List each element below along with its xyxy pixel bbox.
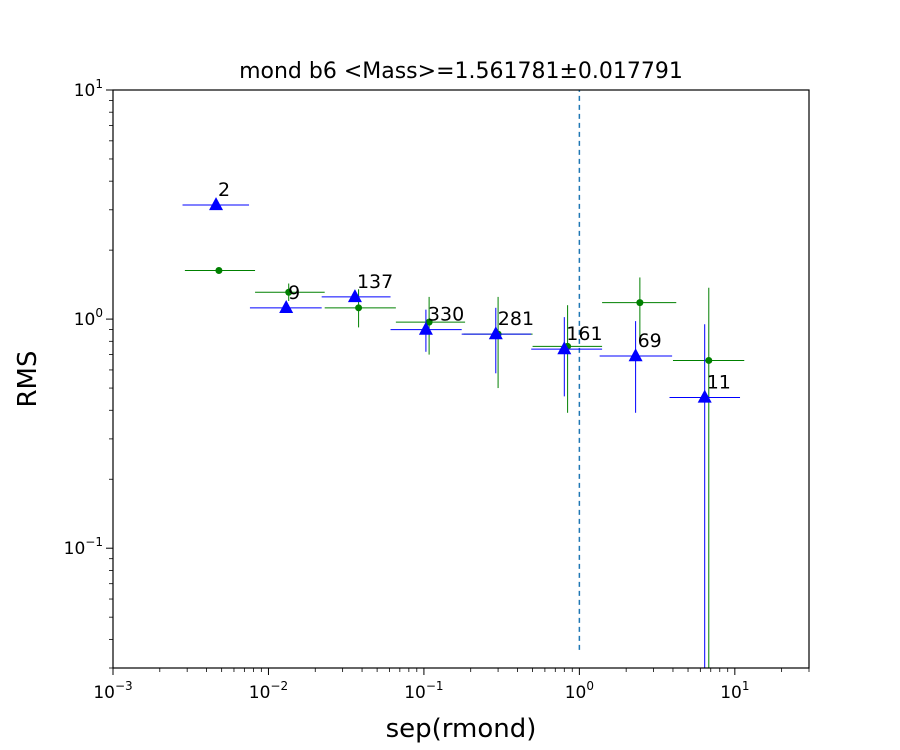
y-tick-label: 101: [74, 77, 103, 101]
green-point: [705, 356, 713, 364]
x-tick-label: 10−1: [404, 679, 443, 703]
point-count-label: 137: [357, 271, 393, 293]
green-point: [636, 299, 644, 307]
blue-triangle-point: [697, 389, 712, 403]
blue-triangle-point: [279, 300, 294, 314]
point-count-label: 2: [218, 179, 230, 201]
point-count-label: 9: [288, 282, 300, 304]
point-count-label: 161: [566, 323, 602, 345]
blue-triangle-point: [418, 321, 433, 335]
y-tick-label: 100: [74, 306, 103, 330]
green-point: [215, 266, 223, 274]
y-axis-label: RMS: [13, 350, 43, 407]
x-tick-label: 101: [720, 679, 749, 703]
blue-triangle-point: [488, 326, 503, 340]
blue-triangle-point: [209, 197, 224, 211]
blue-triangle-point: [347, 289, 362, 303]
point-count-label: 281: [498, 308, 534, 330]
x-tick-label: 10−3: [93, 679, 132, 703]
point-count-label: 69: [638, 330, 662, 352]
x-tick-label: 100: [565, 679, 594, 703]
blue-triangle-point: [557, 341, 572, 355]
plot-area: 10−3 10−2 10−1 100 101 10−1 100 101 2 9 137 330 281 1…: [64, 77, 810, 703]
point-count-label: 11: [707, 371, 731, 393]
axes-frame: [112, 89, 810, 669]
x-axis-label: sep(rmond): [386, 714, 537, 744]
green-point: [355, 304, 363, 312]
green-point: [285, 288, 293, 296]
blue-triangle-point: [628, 348, 643, 362]
point-count-label: 330: [428, 304, 464, 326]
chart-title: mond b6 <Mass>=1.561781±0.017791: [239, 59, 683, 84]
y-tick-label: 10−1: [64, 535, 103, 559]
x-tick-label: 10−2: [249, 679, 288, 703]
green-point: [425, 318, 433, 326]
